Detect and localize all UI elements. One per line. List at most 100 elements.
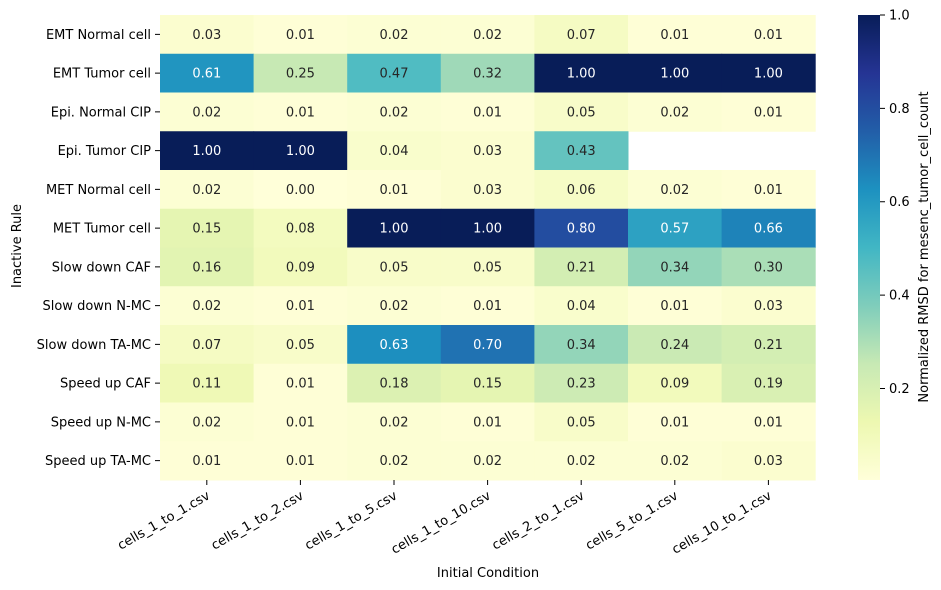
heatmap-cell xyxy=(347,363,442,403)
cell-value-label: 1.00 xyxy=(660,67,689,82)
heatmap-cell xyxy=(440,92,535,132)
cell-value-label: 0.01 xyxy=(286,415,315,430)
cell-value-label: 0.11 xyxy=(192,377,221,392)
heatmap-cell xyxy=(253,441,348,481)
heatmap-cell xyxy=(534,363,629,403)
cell-value-label: 0.01 xyxy=(473,105,502,120)
cell-value-label: 0.05 xyxy=(380,260,409,275)
heatmap-cell xyxy=(347,92,442,132)
heatmap-cell xyxy=(628,247,723,287)
heatmap-cell xyxy=(628,325,723,365)
cell-value-label: 0.02 xyxy=(660,183,689,198)
cell-value-label: 1.00 xyxy=(380,222,409,237)
heatmap-cell xyxy=(721,325,816,365)
cell-value-label: 0.01 xyxy=(660,415,689,430)
colorbar: 0.2 0.4 0.6 0.8 1.0 Normalized RMSD for mese… xyxy=(858,9,932,480)
heatmap-cell xyxy=(253,402,348,442)
heatmap-cell xyxy=(721,402,816,442)
cell-value-label: 0.32 xyxy=(473,67,502,82)
cell-value-label: 0.02 xyxy=(192,299,221,314)
cell-value-label: 1.00 xyxy=(192,144,221,159)
heatmap-cell xyxy=(253,286,348,326)
heatmap-cell xyxy=(347,208,442,248)
cell-value-label: 0.01 xyxy=(286,454,315,469)
cell-value-label: 0.47 xyxy=(380,67,409,82)
cell-value-label: 0.16 xyxy=(192,260,221,275)
y-tick-label: Slow down CAF xyxy=(52,260,151,275)
x-tick-label: cells_1_to_10.csv xyxy=(389,488,494,557)
heatmap-cell xyxy=(628,53,723,93)
heatmap-cell xyxy=(628,402,723,442)
cell-value-label: 0.02 xyxy=(380,299,409,314)
cell-value-label: 0.01 xyxy=(660,28,689,43)
heatmap-cell xyxy=(628,441,723,481)
heatmap-cell xyxy=(160,363,255,403)
cell-value-label: 1.00 xyxy=(473,222,502,237)
heatmap-cell xyxy=(721,53,816,93)
cell-value-label: 0.00 xyxy=(286,183,315,198)
heatmap-cell xyxy=(721,208,816,248)
y-tick-label: Slow down N-MC xyxy=(42,299,151,314)
cell-value-label: 0.02 xyxy=(660,105,689,120)
cell-value-label: 0.34 xyxy=(660,260,689,275)
x-tick-label: cells_1_to_5.csv xyxy=(302,488,400,553)
cell-value-label: 0.43 xyxy=(567,144,596,159)
cell-value-label: 0.01 xyxy=(286,377,315,392)
cell-value-label: 0.01 xyxy=(473,299,502,314)
y-axis-title: Inactive Rule xyxy=(10,204,25,288)
x-tick-label: cells_1_to_1.csv xyxy=(115,488,213,553)
y-tick-label: Epi. Tumor CIP xyxy=(58,144,152,159)
cell-value-label: 0.03 xyxy=(192,28,221,43)
cell-value-label: 0.07 xyxy=(192,338,221,353)
heatmap-cell xyxy=(440,402,535,442)
heatmap-cell xyxy=(253,131,348,171)
heatmap-cell xyxy=(534,15,629,55)
cell-value-label: 0.70 xyxy=(473,338,502,353)
heatmap-cell xyxy=(628,363,723,403)
heatmap-cell xyxy=(160,131,255,171)
y-axis-ticks: EMT Normal cell EMT Tumor cell Epi. Normal… xyxy=(37,28,160,469)
heatmap-cell xyxy=(347,53,442,93)
heatmap-cell xyxy=(534,92,629,132)
heatmap-cell xyxy=(440,15,535,55)
cell-value-label: 0.09 xyxy=(286,260,315,275)
heatmap-cell xyxy=(253,53,348,93)
heatmap-cell xyxy=(160,208,255,248)
heatmap-cell xyxy=(721,441,816,481)
x-tick-label: cells_1_to_2.csv xyxy=(209,488,307,553)
heatmap-cell xyxy=(534,402,629,442)
heatmap-cell xyxy=(160,325,255,365)
y-tick-label: MET Normal cell xyxy=(46,183,151,198)
cell-value-label: 0.08 xyxy=(286,222,315,237)
cell-value-label: 0.18 xyxy=(380,377,409,392)
heatmap-cells: 0.03 0.01 0.02 0.02 0.07 0.01 0.01 0.61 0.25 0.47… xyxy=(160,15,816,481)
y-tick-label: Slow down TA-MC xyxy=(37,338,151,353)
heatmap-cell xyxy=(253,208,348,248)
cell-value-label: 0.21 xyxy=(567,260,596,275)
cell-value-label: 0.01 xyxy=(286,105,315,120)
heatmap-cell xyxy=(534,441,629,481)
heatmap-cell xyxy=(628,170,723,210)
cell-value-label: 0.02 xyxy=(380,415,409,430)
x-tick-label: cells_10_to_1.csv xyxy=(670,488,775,557)
cell-value-label: 0.02 xyxy=(380,454,409,469)
x-tick-label: cells_2_to_1.csv xyxy=(490,488,588,553)
heatmap-cell xyxy=(628,92,723,132)
x-tick-label: cells_5_to_1.csv xyxy=(583,488,681,553)
cell-value-label: 0.04 xyxy=(567,299,596,314)
heatmap-cell xyxy=(253,325,348,365)
heatmap-cell xyxy=(440,441,535,481)
cell-value-label: 0.03 xyxy=(473,144,502,159)
heatmap-cell xyxy=(628,286,723,326)
cell-value-label: 1.00 xyxy=(286,144,315,159)
x-axis-title: Initial Condition xyxy=(437,566,539,581)
cell-value-label: 0.15 xyxy=(192,222,221,237)
colorbar-ticks: 0.2 0.4 0.6 0.8 1.0 xyxy=(880,9,910,397)
heatmap-cell xyxy=(534,208,629,248)
cell-value-label: 0.03 xyxy=(754,299,783,314)
heatmap-cell xyxy=(440,170,535,210)
cell-value-label: 0.02 xyxy=(473,28,502,43)
heatmap-cell xyxy=(721,247,816,287)
cell-value-label: 0.02 xyxy=(473,454,502,469)
